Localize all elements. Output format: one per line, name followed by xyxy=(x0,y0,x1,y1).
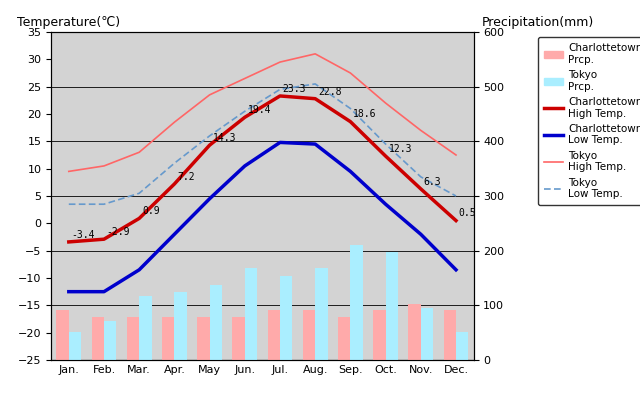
Text: -2.9: -2.9 xyxy=(107,227,131,237)
Text: Precipitation(mm): Precipitation(mm) xyxy=(482,16,595,29)
Text: 0.5: 0.5 xyxy=(459,208,476,218)
Bar xyxy=(351,245,363,360)
Text: 23.3: 23.3 xyxy=(283,84,307,94)
Bar xyxy=(456,332,468,360)
Bar xyxy=(280,276,292,360)
Bar xyxy=(303,310,316,360)
Text: 0.9: 0.9 xyxy=(142,206,159,216)
Bar xyxy=(56,310,69,360)
Bar xyxy=(316,268,328,360)
Text: Temperature(℃): Temperature(℃) xyxy=(17,16,120,29)
Bar xyxy=(232,317,245,360)
Bar xyxy=(338,317,351,360)
Bar xyxy=(210,285,222,360)
Text: -3.4: -3.4 xyxy=(72,230,95,240)
Bar xyxy=(245,268,257,360)
Bar xyxy=(268,310,280,360)
Bar xyxy=(421,308,433,360)
Text: 14.3: 14.3 xyxy=(212,133,236,143)
Text: 7.2: 7.2 xyxy=(177,172,195,182)
Bar xyxy=(385,252,398,360)
Bar xyxy=(140,296,152,360)
Text: 22.8: 22.8 xyxy=(318,86,342,96)
Bar xyxy=(92,317,104,360)
Text: 19.4: 19.4 xyxy=(248,105,271,115)
Bar xyxy=(373,310,385,360)
Bar xyxy=(408,304,421,360)
Text: 18.6: 18.6 xyxy=(353,110,377,120)
Text: 12.3: 12.3 xyxy=(388,144,412,154)
Bar xyxy=(127,317,140,360)
Bar xyxy=(175,292,187,360)
Bar xyxy=(444,310,456,360)
Bar xyxy=(69,332,81,360)
Bar xyxy=(197,317,210,360)
Bar xyxy=(162,317,175,360)
Legend: Charlottetown
Prcp., Tokyo
Prcp., Charlottetown
High Temp., Charlottetown
Low Te: Charlottetown Prcp., Tokyo Prcp., Charlo… xyxy=(538,37,640,205)
Bar xyxy=(104,321,116,360)
Text: 6.3: 6.3 xyxy=(424,177,441,187)
